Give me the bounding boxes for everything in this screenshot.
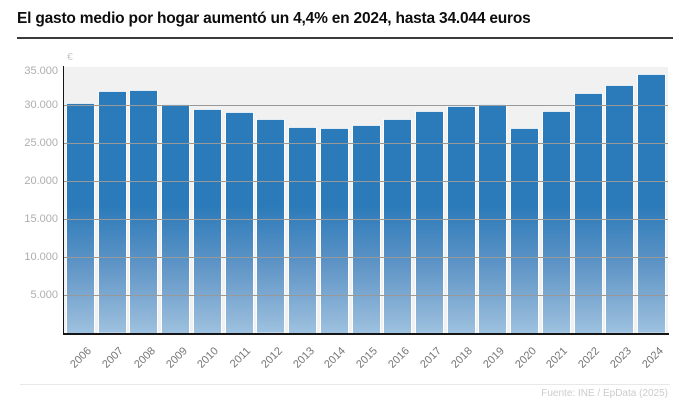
x-year-label-2016: 2016 [385, 345, 412, 371]
plot-area [64, 67, 668, 333]
bar-2010[interactable] [192, 108, 222, 333]
y-tick-label-20.000: 20.000 [24, 174, 58, 187]
x-year-label-2006: 2006 [68, 345, 95, 371]
y-tick-label-15.000: 15.000 [24, 212, 58, 225]
bar-2013[interactable] [288, 127, 318, 333]
y-axis-unit-label: € [67, 51, 73, 63]
title-divider-rule [17, 37, 673, 39]
bar-2024[interactable] [637, 74, 667, 333]
gridline-25.000 [64, 142, 668, 144]
x-year-label-2010: 2010 [195, 345, 222, 371]
x-year-label-2020: 2020 [512, 345, 539, 371]
bar-2023[interactable] [605, 85, 635, 333]
bar-2008[interactable] [129, 89, 159, 333]
y-tick-label-5.000: 5.000 [30, 288, 58, 301]
bar-2014[interactable] [319, 127, 349, 333]
x-year-label-2012: 2012 [258, 345, 285, 371]
x-year-label-2017: 2017 [417, 345, 444, 371]
gridline-30.000 [64, 104, 668, 106]
y-tick-label-25.000: 25.000 [24, 136, 58, 149]
gridline-15.000 [64, 218, 668, 220]
x-year-label-2011: 2011 [227, 345, 254, 371]
chart-title: El gasto medio por hogar aumentó un 4,4%… [17, 10, 531, 27]
gridline-5.000 [64, 294, 668, 296]
gridline-20.000 [64, 180, 668, 182]
source-note: Fuente: INE / EpData (2025) [541, 388, 668, 399]
x-year-label-2009: 2009 [163, 345, 190, 371]
y-axis-line [62, 66, 64, 334]
x-year-label-2024: 2024 [639, 345, 666, 371]
x-year-label-2021: 2021 [544, 345, 571, 371]
bar-2011[interactable] [224, 111, 254, 333]
x-year-label-2023: 2023 [608, 345, 634, 371]
bar-2007[interactable] [97, 91, 127, 333]
x-year-label-2008: 2008 [131, 345, 158, 371]
bar-2012[interactable] [256, 119, 286, 333]
bar-2020[interactable] [510, 127, 540, 333]
x-year-label-2013: 2013 [290, 345, 317, 371]
y-tick-label-10.000: 10.000 [24, 250, 58, 263]
bar-2016[interactable] [383, 118, 413, 333]
footer-divider-rule [20, 384, 670, 385]
x-year-label-2015: 2015 [354, 345, 380, 371]
x-year-label-2007: 2007 [100, 345, 127, 371]
bar-2017[interactable] [414, 111, 444, 333]
gridline-10.000 [64, 256, 668, 258]
x-axis-year-labels: 2006 2007 2008 2009 2010 2011 2012 2013 2014 2015… [64, 338, 668, 380]
bar-2015[interactable] [351, 124, 381, 333]
bar-2022[interactable] [573, 92, 603, 333]
x-axis-line [62, 332, 669, 335]
x-year-label-2018: 2018 [449, 345, 476, 371]
bar-2021[interactable] [541, 111, 571, 333]
x-year-label-2014: 2014 [322, 345, 349, 371]
x-year-label-2019: 2019 [481, 345, 507, 371]
x-year-label-2022: 2022 [576, 345, 603, 371]
y-tick-label-30.000: 30.000 [24, 98, 58, 111]
y-tick-label-35.000: 35.000 [24, 64, 58, 77]
